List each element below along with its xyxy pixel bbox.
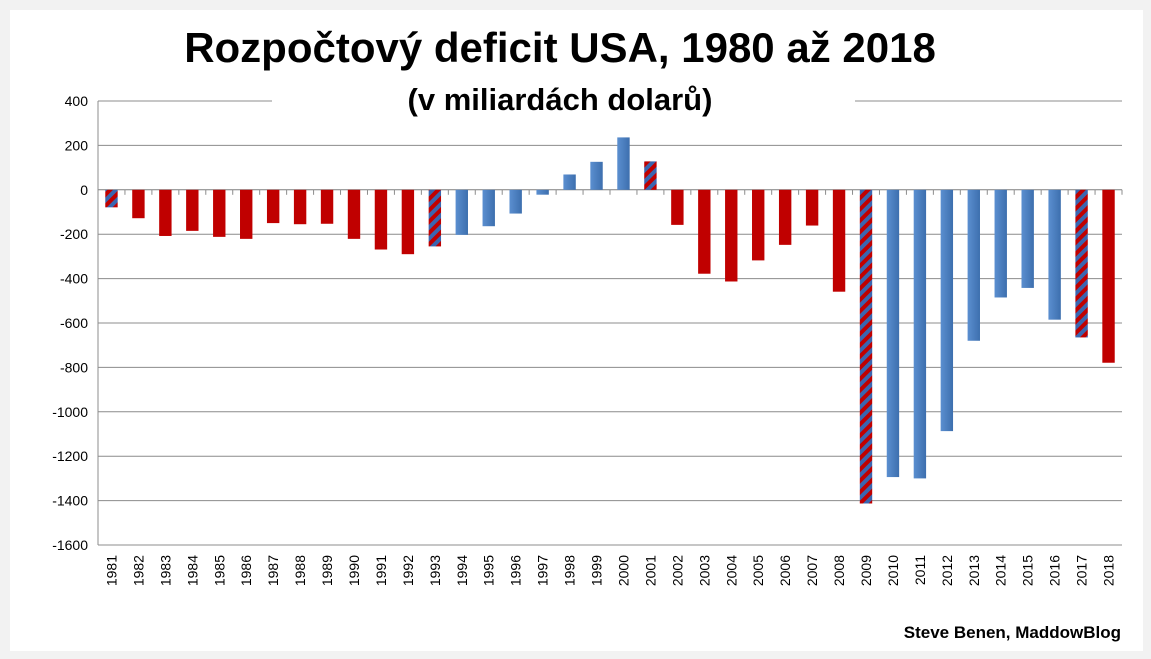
bar-1993 [428, 189, 442, 247]
bar-1986 [240, 189, 253, 239]
x-tick-label: 2003 [696, 555, 712, 586]
chart-title: Rozpočtový deficit USA, 1980 až 2018 [184, 24, 936, 71]
bar-2009 [859, 189, 873, 504]
y-tick-label: -400 [60, 271, 88, 287]
x-tick-label: 2016 [1047, 555, 1063, 586]
bar-1999 [590, 161, 603, 190]
x-tick-label: 1995 [481, 555, 497, 586]
chart-frame: 400 200 0 -200 -400 -600 -800 -1000 -1200 -1400 -1… [10, 10, 1143, 651]
x-tick-label: 1985 [211, 555, 227, 586]
x-tick-label: 2011 [912, 555, 928, 585]
x-tick-label: 2013 [966, 555, 982, 586]
bar-2005 [752, 189, 765, 261]
x-tick-label: 1999 [589, 555, 605, 586]
x-tick-label: 2008 [831, 555, 847, 586]
bar-1985 [213, 189, 226, 237]
bar-1988 [293, 189, 307, 225]
x-tick-label: 2000 [615, 555, 631, 586]
bar-1982 [132, 189, 145, 219]
bar-2002 [671, 189, 684, 225]
x-tick-label: 1992 [400, 555, 416, 586]
y-tick-label: -1200 [52, 448, 88, 464]
x-tick-label: 2015 [1020, 555, 1036, 586]
bar-1991 [374, 189, 388, 250]
bar-2011 [913, 189, 927, 479]
x-tick-label: 2001 [642, 555, 658, 586]
bar-2013 [967, 189, 980, 341]
bar-2004 [725, 189, 738, 282]
x-tick-label: 1983 [157, 555, 173, 586]
x-tick-label: 2007 [804, 555, 820, 586]
bar-2003 [698, 189, 711, 274]
x-tick-label: 1993 [427, 555, 443, 586]
x-tick-label: 1981 [103, 555, 119, 586]
bar-2000 [617, 137, 630, 190]
bar-2014 [994, 189, 1007, 298]
bar-1990 [347, 189, 361, 239]
x-tick-label: 2005 [750, 555, 766, 586]
y-tick-label: 400 [65, 93, 89, 109]
bar-1995 [482, 189, 495, 227]
bar-2012 [940, 189, 954, 432]
bar-1998 [563, 174, 576, 190]
x-tick-label: 1996 [508, 555, 524, 586]
x-tick-label: 2009 [858, 555, 874, 586]
y-tick-label: 200 [65, 137, 89, 153]
bar-2015 [1021, 189, 1034, 288]
bar-1981 [105, 189, 118, 208]
x-tick-label: 1998 [562, 555, 578, 586]
x-tick-label: 2010 [885, 555, 901, 586]
x-tick-label: 2017 [1074, 555, 1090, 586]
x-tick-label: 2004 [723, 555, 739, 586]
x-tick-label: 1982 [130, 555, 146, 586]
x-tick-label: 1984 [184, 555, 200, 586]
y-tick-label: -1000 [52, 404, 88, 420]
x-tick-label: 1991 [373, 555, 389, 586]
bar-chart: 4002000-200-400-600-800-1000-1200-1400-1… [52, 93, 1123, 586]
bar-1996 [509, 189, 522, 214]
x-tick-label: 1997 [535, 555, 551, 586]
x-tick-label: 1986 [238, 555, 254, 586]
bar-2008 [832, 189, 846, 292]
bar-2006 [778, 189, 792, 245]
x-tick-label: 2002 [669, 555, 685, 586]
bar-2016 [1048, 189, 1061, 320]
x-tick-label: 2018 [1101, 555, 1117, 586]
y-tick-label: -600 [60, 315, 88, 331]
chart-subtitle: (v miliardách dolarů) [407, 82, 713, 117]
bar-2017 [1075, 189, 1088, 338]
x-tick-label: 2012 [939, 555, 955, 586]
y-tick-label: -1400 [52, 493, 88, 509]
bar-1994 [455, 189, 468, 235]
y-tick-label: 0 [80, 182, 88, 198]
bar-1992 [401, 189, 415, 255]
bar-1983 [159, 189, 172, 236]
y-tick-label: -800 [60, 359, 88, 375]
bar-1989 [320, 189, 334, 224]
x-tick-label: 1987 [265, 555, 281, 586]
x-tick-label: 2006 [777, 555, 793, 586]
bar-2010 [886, 189, 900, 478]
source-credit: Steve Benen, MaddowBlog [903, 623, 1121, 642]
x-tick-label: 2014 [993, 555, 1009, 586]
x-tick-label: 1990 [346, 555, 362, 586]
bar-1997 [536, 189, 549, 195]
bar-1987 [266, 189, 280, 224]
x-tick-label: 1988 [292, 555, 308, 586]
y-tick-label: -1600 [52, 537, 88, 553]
bar-2001 [644, 161, 657, 190]
bar-2018 [1102, 189, 1115, 363]
x-tick-label: 1994 [454, 555, 470, 586]
bar-1984 [186, 189, 199, 231]
bar-2007 [805, 189, 819, 226]
y-tick-label: -200 [60, 226, 88, 242]
x-tick-label: 1989 [319, 555, 335, 586]
